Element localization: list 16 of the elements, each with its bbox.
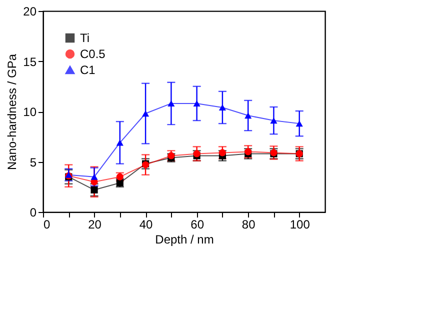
x-tick-label: 20 — [88, 218, 102, 232]
y-tick-label: 15 — [23, 54, 37, 69]
x-tick-label: 40 — [139, 218, 154, 232]
x-tick-label: 100 — [290, 218, 310, 232]
legend-label: C1 — [80, 63, 96, 77]
x-tick-label: 60 — [190, 218, 204, 232]
x-tick-label: 80 — [242, 218, 256, 232]
y-tick-label: 5 — [30, 155, 37, 170]
y-axis-title: Nano-hardness / GPa — [5, 54, 20, 170]
y-tick-label: 10 — [23, 105, 37, 119]
y-tick-label: 20 — [23, 4, 37, 18]
x-tick-label: 0 — [44, 218, 50, 232]
y-tick-label: 0 — [30, 206, 37, 220]
x-axis-title: Depth / nm — [155, 232, 214, 246]
legend-label: Ti — [80, 31, 90, 45]
legend-label: C0.5 — [80, 47, 106, 61]
